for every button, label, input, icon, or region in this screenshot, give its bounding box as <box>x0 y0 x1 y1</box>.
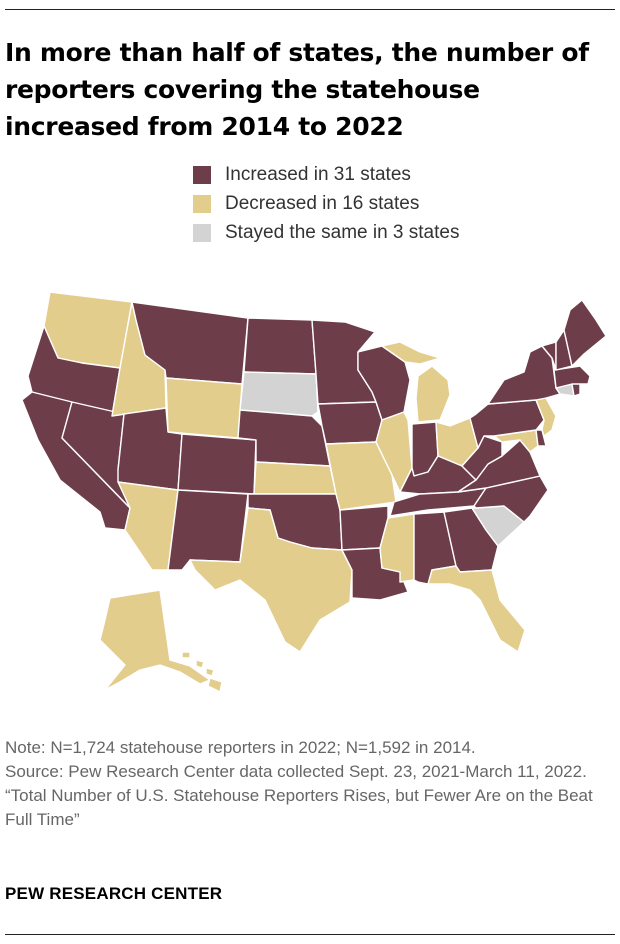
state-ia <box>317 401 383 445</box>
brand-name: PEW RESEARCH CENTER <box>5 884 223 903</box>
state-wy <box>165 377 243 439</box>
state-hi <box>181 651 223 693</box>
legend-swatch-same <box>193 223 211 242</box>
state-de <box>535 429 547 447</box>
hi-island-1 <box>181 651 191 659</box>
state-me <box>563 299 607 367</box>
report-title: “Total Number of U.S. Statehouse Reporte… <box>5 786 593 829</box>
legend-item-decreased: Decreased in 16 states <box>193 189 459 218</box>
state-sd <box>239 371 319 417</box>
source-text: Source: Pew Research Center data collect… <box>5 762 587 781</box>
legend-swatch-increased <box>193 165 211 184</box>
state-ak <box>99 589 211 691</box>
state-nj <box>535 397 557 437</box>
state-tx <box>189 507 353 653</box>
state-ks <box>253 461 337 495</box>
hi-island-4 <box>207 677 223 693</box>
legend-item-increased: Increased in 31 states <box>193 160 459 189</box>
state-fl <box>427 565 526 653</box>
state-ma <box>553 365 591 389</box>
state-nm <box>167 489 249 571</box>
state-mi-upper <box>381 341 441 365</box>
legend-label-decreased: Decreased in 16 states <box>225 192 420 214</box>
state-mi-lower <box>415 365 451 423</box>
legend-swatch-decreased <box>193 194 211 213</box>
notes: Note: N=1,724 statehouse reporters in 20… <box>5 736 617 832</box>
legend: Increased in 31 states Decreased in 16 s… <box>193 160 459 247</box>
hi-island-2 <box>195 659 205 669</box>
hi-island-3 <box>205 667 215 677</box>
bottom-rule <box>5 934 615 935</box>
legend-label-same: Stayed the same in 3 states <box>225 221 460 243</box>
state-co <box>177 433 257 495</box>
top-rule <box>5 9 615 10</box>
note-text: Note: N=1,724 statehouse reporters in 20… <box>5 738 476 757</box>
state-nd <box>243 317 317 375</box>
us-states-map <box>21 291 607 693</box>
legend-label-increased: Increased in 31 states <box>225 163 411 185</box>
chart-title: In more than half of states, the number … <box>5 38 589 141</box>
legend-item-same: Stayed the same in 3 states <box>193 218 459 247</box>
